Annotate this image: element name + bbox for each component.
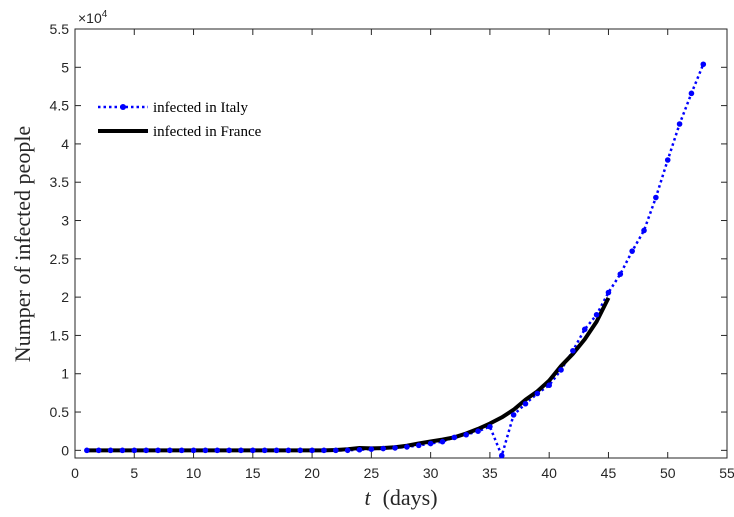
data-point-italy (167, 447, 173, 454)
x-tick-label: 10 (186, 465, 202, 481)
x-tick-label: 50 (660, 465, 676, 481)
data-point-italy (463, 431, 470, 438)
data-point-italy (498, 452, 505, 459)
data-point-italy (475, 428, 481, 434)
x-axis-label: t (days) (364, 485, 437, 510)
plot-area (74, 28, 728, 459)
data-point-italy (546, 382, 552, 389)
data-point-italy (404, 444, 410, 450)
data-point-italy (178, 447, 185, 454)
data-point-italy (581, 326, 588, 333)
y-axis-label: Numper of infected people (10, 126, 35, 362)
x-tick-label: 0 (71, 465, 79, 481)
data-point-italy (356, 446, 363, 453)
y-tick-label: 0.5 (50, 404, 70, 420)
data-point-italy (676, 121, 683, 127)
y-tick-label: 3.5 (50, 174, 70, 190)
y-tick-label: 5.5 (50, 21, 70, 37)
data-point-italy (202, 447, 209, 454)
data-point-italy (95, 447, 102, 454)
data-point-italy (439, 438, 446, 445)
data-point-italy (664, 157, 671, 163)
data-point-italy (214, 447, 221, 454)
x-tick-label: 30 (423, 465, 439, 481)
data-point-italy (534, 390, 541, 397)
data-point-italy (558, 367, 564, 373)
x-tick-label: 55 (719, 465, 734, 481)
x-tick-label: 15 (245, 465, 261, 481)
data-point-italy (190, 447, 197, 454)
data-point-italy (380, 445, 387, 452)
series-layer (84, 61, 707, 460)
data-point-italy (250, 447, 256, 454)
x-tick-label: 35 (482, 465, 498, 481)
data-point-italy (510, 412, 517, 418)
x-tick-label: 40 (541, 465, 557, 481)
data-point-italy (119, 447, 126, 454)
data-point-italy (309, 447, 315, 454)
data-point-italy (285, 447, 292, 454)
data-point-italy (261, 447, 268, 454)
data-point-italy (107, 447, 114, 454)
x-tick-label: 5 (130, 465, 138, 481)
y-axis-ticks: 0 0.5 1 1.5 2 2.5 3 3.5 4 4.5 5 5.5 (50, 21, 727, 458)
data-point-italy (487, 423, 493, 430)
data-point-italy (522, 400, 529, 407)
data-point-italy (131, 447, 138, 454)
y-tick-label: 1 (61, 366, 69, 382)
data-point-italy (451, 434, 458, 441)
x-tick-label: 20 (304, 465, 320, 481)
data-point-italy (653, 194, 659, 201)
data-point-italy (415, 442, 422, 449)
y-tick-label: 4 (61, 136, 69, 152)
x-axis-ticks: 0 5 10 15 20 25 30 35 40 45 50 55 (71, 29, 734, 481)
data-point-italy (344, 447, 351, 454)
legend: infected in Italy infected in France (98, 100, 262, 140)
data-point-italy (593, 311, 600, 318)
data-point-italy (84, 447, 90, 454)
y-tick-label: 0 (61, 442, 69, 458)
data-point-italy (143, 447, 149, 454)
legend-marker-italy (120, 104, 126, 110)
y-axis-exponent: ×104 (78, 9, 108, 26)
data-point-italy (570, 347, 576, 354)
y-tick-label: 3 (61, 213, 69, 229)
y-tick-label: 2 (61, 289, 69, 305)
legend-label-italy: infected in Italy (153, 100, 248, 116)
data-point-italy (238, 447, 244, 454)
data-point-italy (688, 90, 695, 97)
data-point-italy (427, 440, 434, 447)
data-point-italy (392, 445, 398, 451)
data-point-italy (605, 289, 612, 296)
x-tick-label: 25 (364, 465, 380, 481)
data-point-italy (617, 271, 624, 277)
y-tick-label: 1.5 (50, 327, 70, 343)
data-point-italy (700, 61, 707, 68)
y-tick-label: 2.5 (50, 251, 70, 267)
data-point-italy (297, 447, 304, 454)
data-point-italy (629, 248, 635, 254)
x-tick-label: 45 (601, 465, 617, 481)
data-point-italy (333, 447, 339, 454)
data-point-italy (321, 447, 327, 454)
data-point-italy (273, 447, 280, 454)
data-point-italy (368, 446, 375, 452)
legend-label-france: infected in France (153, 124, 262, 140)
y-tick-label: 5 (61, 59, 69, 75)
y-tick-label: 4.5 (50, 98, 70, 114)
data-point-italy (226, 447, 232, 454)
data-point-italy (641, 227, 647, 234)
data-point-italy (155, 447, 161, 454)
